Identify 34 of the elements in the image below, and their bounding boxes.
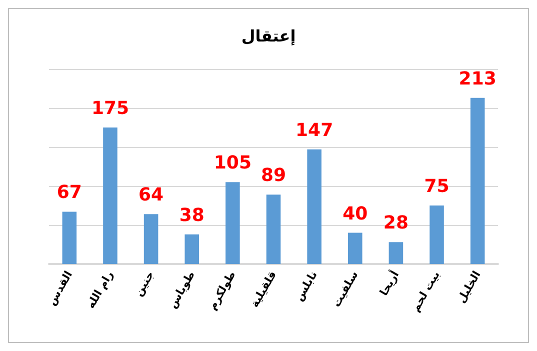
data-label: 105: [214, 152, 252, 174]
data-label: 213: [458, 68, 496, 90]
bar: [144, 214, 158, 264]
bar: [470, 98, 485, 264]
chart-title: إعتقال: [241, 26, 296, 46]
bar: [388, 242, 404, 264]
x-tick-label: طوباس: [166, 268, 198, 310]
x-tick-label: بيت لحم: [408, 268, 442, 314]
data-label: 175: [91, 98, 130, 119]
data-label: 67: [56, 182, 82, 204]
x-tick-label: طولكرم: [206, 268, 238, 312]
x-tick-label: قلقيلية: [248, 268, 280, 310]
data-label: 28: [383, 212, 408, 234]
x-tick-label: سلفيت: [330, 268, 361, 310]
x-tick-label: جنين: [132, 268, 157, 298]
x-tick-label: أريحا: [376, 268, 402, 298]
data-label: 40: [342, 203, 368, 224]
bar: [430, 206, 444, 264]
x-tick-label: الخليل: [454, 268, 484, 306]
bar: [266, 194, 281, 264]
data-label: 147: [296, 120, 334, 141]
bar: [226, 182, 240, 264]
data-label: 38: [179, 204, 204, 226]
bar: [62, 212, 77, 264]
data-label: 89: [260, 165, 286, 186]
x-tick-label: نابلس: [292, 268, 320, 304]
bar: [348, 232, 362, 264]
data-label: 64: [138, 184, 164, 206]
x-tick-label: رام الله: [84, 268, 116, 311]
x-tick-label: القدس: [45, 268, 76, 308]
data-label: 75: [424, 176, 450, 197]
bar: [103, 128, 118, 264]
bar: [184, 234, 200, 264]
bar: [307, 149, 322, 264]
